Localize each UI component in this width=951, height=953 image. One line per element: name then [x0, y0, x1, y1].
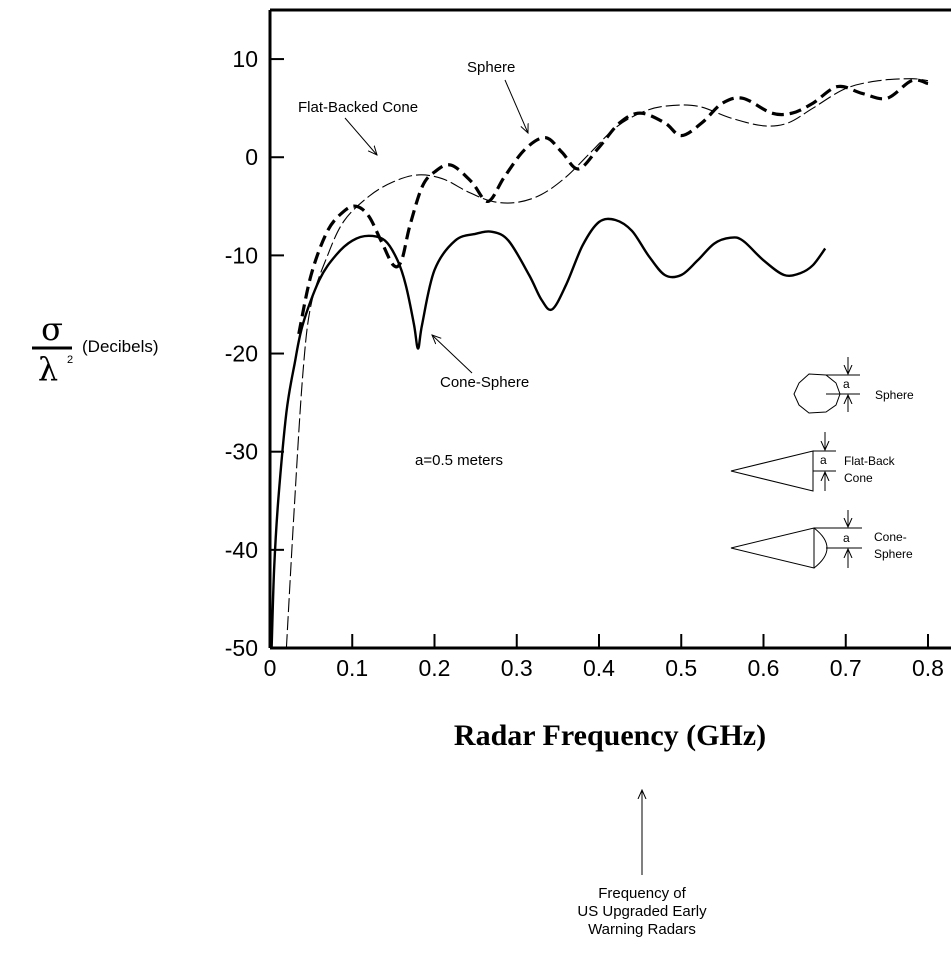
x-tick-label: 0.4 [583, 655, 615, 681]
series-line-sphere [297, 78, 929, 335]
callout-line-1: Frequency of [598, 885, 686, 902]
flat-backed-cone-annotation: Flat-Backed Cone [298, 99, 418, 116]
cone-sphere-annotation: Cone-Sphere [440, 374, 529, 391]
y-tick-label: -30 [225, 439, 258, 465]
annotations: Sphere Flat-Backed Cone Cone-Sphere a=0.… [298, 59, 529, 469]
inset-flat-back-label-1: Flat-Back [844, 454, 896, 468]
x-tick-label: 0.3 [501, 655, 533, 681]
y-tick-label: -40 [225, 537, 258, 563]
y-tick-label: 10 [232, 46, 258, 72]
inset-dim-sphere: a [843, 377, 850, 391]
y-axis-title: σ λ 2 (Decibels) [32, 310, 159, 388]
inset-dim-cone-sphere: a [843, 531, 850, 545]
x-tick-label: 0.6 [748, 655, 780, 681]
inset-cone-sphere-label-1: Cone- [874, 530, 907, 544]
inset-cone-sphere-label-2: Sphere [874, 547, 913, 561]
y-tick-label: 0 [245, 144, 258, 170]
y-label-denominator: λ [38, 350, 58, 388]
y-label-unit: (Decibels) [82, 337, 159, 356]
radar-frequency-callout: Frequency of US Upgraded Early Warning R… [577, 790, 707, 938]
callout-line-3: Warning Radars [588, 921, 696, 938]
series-line-cone-sphere [270, 217, 827, 649]
x-tick-label: 0.2 [419, 655, 451, 681]
x-tick-label: 0.7 [830, 655, 862, 681]
callout-line-2: US Upgraded Early [577, 903, 707, 920]
flat-back-cone-shape-icon [730, 432, 836, 492]
inset-dim-cone: a [820, 453, 827, 467]
sphere-shape-icon [793, 357, 860, 414]
x-tick-label: 0 [264, 655, 277, 681]
y-tick-label: -10 [225, 242, 258, 268]
sphere-annotation: Sphere [467, 59, 515, 76]
series-line-flat-backed-cone [285, 78, 929, 649]
series-layer [270, 78, 929, 649]
x-tick-label: 0.8 [912, 655, 944, 681]
flat-backed-cone-pointer [344, 117, 377, 155]
x-axis-title: Radar Frequency (GHz) [454, 719, 766, 752]
y-tick-label: -20 [225, 341, 258, 367]
y-label-exponent: 2 [67, 354, 73, 366]
inset-flat-back-label-2: Cone [844, 471, 873, 485]
plot-frame [268, 8, 951, 650]
x-tick-label: 0.1 [336, 655, 368, 681]
inset-legend: a Sphere a Flat-Back Cone a Cone- Sphere [730, 357, 914, 569]
y-axis-ticks: 10 0 -10 -20 -30 -40 -50 [225, 46, 284, 661]
cone-sphere-pointer [432, 335, 473, 374]
inset-sphere-label: Sphere [875, 388, 914, 402]
y-tick-label: -50 [225, 635, 258, 661]
cone-sphere-shape-icon [730, 510, 862, 569]
sphere-pointer [504, 79, 528, 133]
x-tick-label: 0.5 [665, 655, 697, 681]
x-axis-ticks: 0 0.1 0.2 0.3 0.4 0.5 0.6 0.7 0.8 [264, 634, 944, 681]
y-label-numerator: σ [41, 310, 63, 348]
radius-annotation: a=0.5 meters [415, 452, 503, 469]
